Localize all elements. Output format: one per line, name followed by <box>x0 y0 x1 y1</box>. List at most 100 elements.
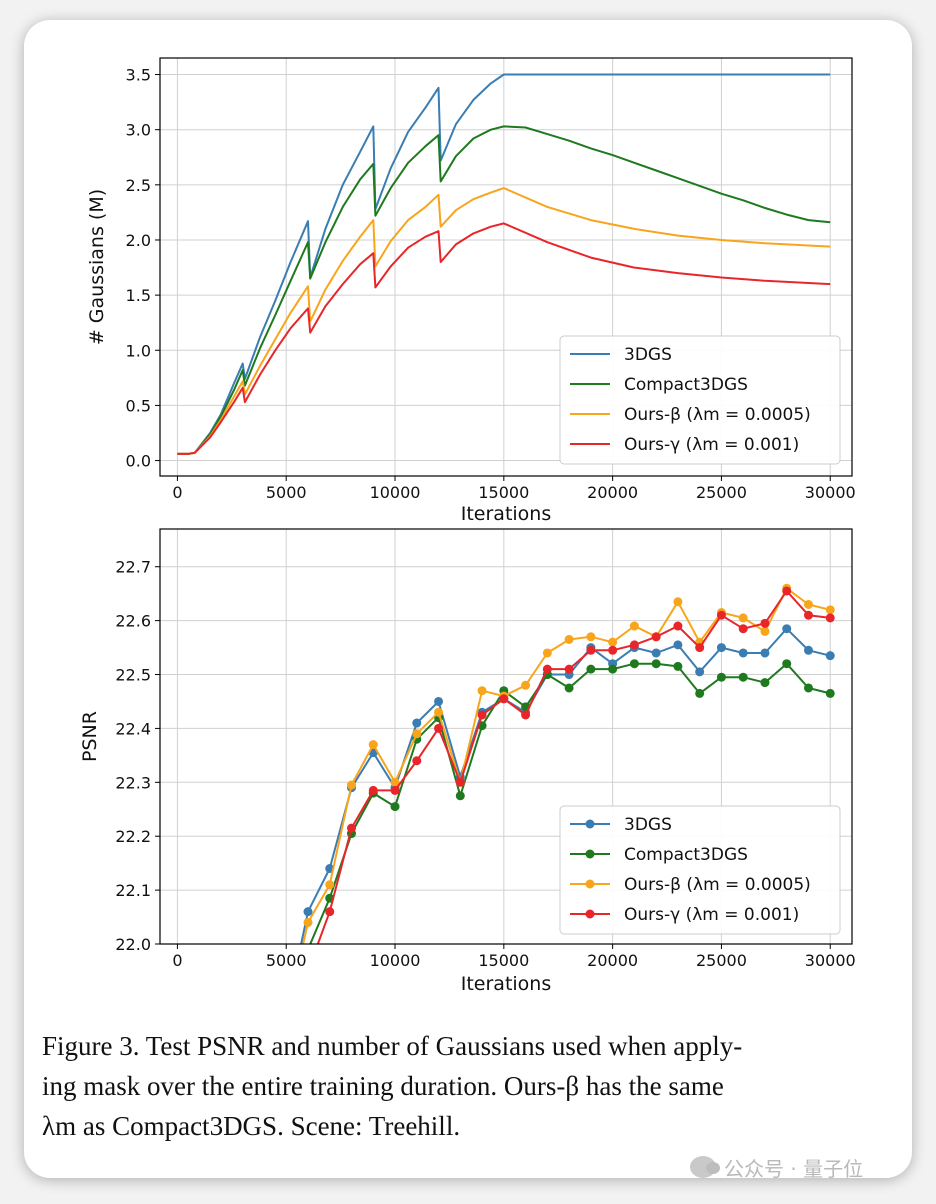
series-line-0 <box>177 73 831 455</box>
data-point <box>521 710 531 720</box>
data-point <box>608 645 618 655</box>
caption-line-1: Figure 3. Test PSNR and number of Gaussi… <box>42 1031 743 1061</box>
y-tick-label: 2.5 <box>126 176 151 195</box>
data-point <box>477 710 487 720</box>
data-point <box>629 640 639 650</box>
x-tick-label: 15000 <box>478 483 529 502</box>
data-point <box>825 613 835 623</box>
series-layer <box>177 73 831 455</box>
data-point <box>782 624 792 634</box>
legend-marker <box>585 909 595 919</box>
figure-charts: 0 5000 10000 15000 20000 25000 30000 0.0 0.5 1.0 1… <box>79 57 856 995</box>
data-point <box>434 696 444 706</box>
data-point <box>760 626 770 636</box>
legend-label: Ours-β (λm = 0.0005) <box>624 875 811 895</box>
data-point <box>608 637 618 647</box>
data-point <box>564 683 574 693</box>
data-point <box>760 618 770 628</box>
data-point <box>716 610 726 620</box>
x-tick-label: 30000 <box>805 483 856 502</box>
data-point <box>716 643 726 653</box>
plot-frame <box>159 57 853 477</box>
caption-line-2: ing mask over the entire training durati… <box>42 1071 724 1101</box>
wechat-icon <box>690 1156 720 1178</box>
data-point <box>564 634 574 644</box>
legend-label: Ours-γ (λm = 0.001) <box>624 905 799 925</box>
data-point <box>695 667 705 677</box>
data-point <box>303 917 313 927</box>
data-point <box>760 678 770 688</box>
data-point <box>325 880 335 890</box>
data-point <box>825 688 835 698</box>
data-point <box>586 645 596 655</box>
data-point <box>346 823 356 833</box>
data-point <box>825 651 835 661</box>
y-axis-label: # Gaussians (M) <box>86 189 108 345</box>
legend-label: Compact3DGS <box>624 375 748 395</box>
x-tick-label: 25000 <box>696 483 747 502</box>
y-tick-label: 22.5 <box>115 666 151 685</box>
y-tick-label: 1.5 <box>126 286 151 305</box>
y-tick-label: 0.5 <box>126 396 151 415</box>
legend-marker <box>585 879 595 889</box>
x-tick-label: 5000 <box>266 483 307 502</box>
data-point <box>564 664 574 674</box>
legend-label: Ours-β (λm = 0.0005) <box>624 405 811 425</box>
data-point <box>390 802 400 812</box>
data-point <box>738 613 748 623</box>
data-point <box>673 597 683 607</box>
data-point <box>390 785 400 795</box>
x-tick-label: 10000 <box>370 483 421 502</box>
watermark-text: 公众号 · 量子位 <box>724 1156 864 1181</box>
figure-card <box>24 20 912 1178</box>
y-tick-label: 2.0 <box>126 231 151 250</box>
figure-caption: Figure 3. Test PSNR and number of Gaussi… <box>42 1026 898 1146</box>
data-point <box>673 640 683 650</box>
y-tick-label: 22.6 <box>115 612 151 631</box>
x-tick-label: 10000 <box>370 951 421 970</box>
data-point <box>368 785 378 795</box>
x-tick-label: 0 <box>172 483 182 502</box>
data-point <box>412 718 422 728</box>
data-point <box>651 659 661 669</box>
data-point <box>651 632 661 642</box>
data-point <box>760 648 770 658</box>
legend-label: 3DGS <box>624 815 672 835</box>
data-point <box>738 648 748 658</box>
x-tick-label: 30000 <box>805 951 856 970</box>
plot-frame <box>159 528 853 945</box>
data-point <box>455 791 465 801</box>
data-point <box>499 694 509 704</box>
x-tick-label: 0 <box>172 951 182 970</box>
legend-box <box>559 335 841 465</box>
y-tick-label: 22.0 <box>115 935 151 954</box>
data-point <box>434 707 444 717</box>
x-tick-label: 5000 <box>266 951 307 970</box>
data-point <box>346 780 356 790</box>
data-point <box>434 723 444 733</box>
legend-marker <box>585 819 595 829</box>
data-point <box>368 740 378 750</box>
data-point <box>303 907 313 917</box>
data-point <box>412 729 422 739</box>
legend-marker <box>585 849 595 859</box>
data-point <box>629 659 639 669</box>
x-axis-label: Iterations <box>461 973 552 995</box>
data-point <box>738 672 748 682</box>
y-tick-label: 22.3 <box>115 773 151 792</box>
legend-label: Ours-γ (λm = 0.001) <box>624 435 799 455</box>
series-line-1 <box>177 125 831 455</box>
data-point <box>542 648 552 658</box>
x-tick-label: 20000 <box>587 483 638 502</box>
series-line-3 <box>177 222 831 455</box>
data-point <box>716 672 726 682</box>
data-point <box>651 648 661 658</box>
data-point <box>390 777 400 787</box>
data-point <box>738 624 748 634</box>
data-point <box>803 683 813 693</box>
y-tick-label: 22.1 <box>115 881 151 900</box>
data-point <box>695 643 705 653</box>
data-point <box>521 680 531 690</box>
series-line-2 <box>177 187 831 455</box>
data-point <box>803 645 813 655</box>
